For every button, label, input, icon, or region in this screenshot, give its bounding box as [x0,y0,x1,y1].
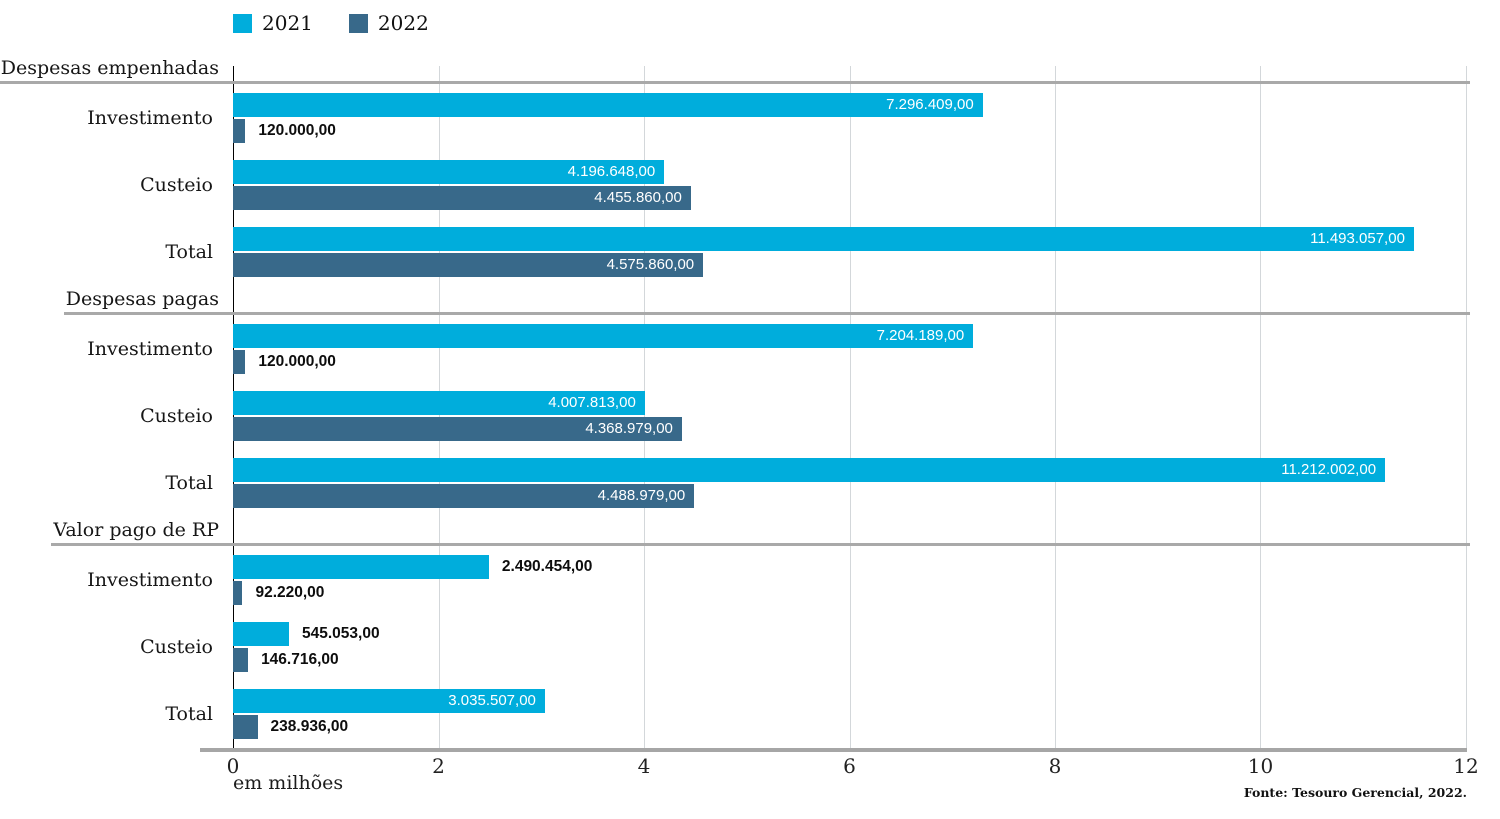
x-tick-label: 2 [432,754,445,778]
section-title: Despesas pagas [63,288,233,315]
bar-value-label: 4.575.860,00 [606,256,695,273]
x-tick-label: 10 [1247,754,1274,778]
bar-value-label: 545.053,00 [302,624,380,642]
bar-pair: 2.490.454,00 92.220,00 [233,546,1466,613]
bar-value-label: 2.490.454,00 [501,557,593,575]
bar-value-label: 11.212.002,00 [1281,461,1377,478]
bar-pair: 7.296.409,00 120.000,00 [233,84,1466,151]
bar-2021[interactable]: 4.196.648,00 [233,159,665,184]
bar-value-label: 146.716,00 [261,650,339,668]
category-label: Investimento [87,337,213,360]
legend-swatch-2021 [233,13,252,33]
row-rp-custeio: Custeio 545.053,00 146.716,00 [0,613,1470,680]
category-label: Custeio [140,635,213,658]
bar-value-label: 7.204.189,00 [876,327,965,344]
category-label: Custeio [140,173,213,196]
legend-label-2021: 2021 [262,11,313,35]
bar-pair: 4.007.813,00 4.368.979,00 [233,382,1466,449]
section-divider-line [233,543,1470,546]
bar-2021[interactable]: 3.035.507,00 [233,688,545,713]
gridline [1466,66,1467,748]
bar-pair: 3.035.507,00 238.936,00 [233,680,1466,747]
chart-body: Despesas empenhadas Investimento 7.296.4… [0,54,1470,747]
section-divider-line [233,312,1470,315]
bar-2022[interactable]: 4.488.979,00 [233,483,695,508]
legend-item-2021[interactable]: 2021 [233,11,313,35]
bar-pair: 545.053,00 146.716,00 [233,613,1466,680]
x-axis-unit-label: em milhões [233,772,344,794]
bar-2022[interactable]: 4.575.860,00 [233,252,704,277]
bar-2021[interactable]: 545.053,00 [233,621,380,646]
x-tick-label: 6 [843,754,856,778]
chart-legend: 2021 2022 [233,11,429,35]
bar-2022[interactable]: 238.936,00 [233,714,348,739]
section-divider-line [233,81,1470,84]
bar-value-label: 3.035.507,00 [448,692,536,709]
category-label: Custeio [140,404,213,427]
x-tick-label: 12 [1453,754,1479,778]
category-label: Investimento [87,106,213,129]
bar-2022[interactable]: 120.000,00 [233,118,336,143]
row-pagas-custeio: Custeio 4.007.813,00 4.368.979,00 [0,382,1470,449]
bar-value-label: 4.488.979,00 [597,487,686,504]
section-title: Valor pago de RP [51,519,233,546]
bar-value-label: 7.296.409,00 [886,96,974,113]
bar-value-label: 4.455.860,00 [594,189,682,206]
bar-2021[interactable]: 11.212.002,00 [233,457,1386,482]
bar-2021[interactable]: 2.490.454,00 [233,554,592,579]
source-note: Fonte: Tesouro Gerencial, 2022. [1243,785,1467,800]
section-label-column: Valor pago de RP [0,519,233,546]
x-axis-ticks: 0 2 4 6 8 10 12 [227,754,1479,780]
row-empenhadas-custeio: Custeio 4.196.648,00 4.455.860,00 [0,151,1470,218]
row-empenhadas-investimento: Investimento 7.296.409,00 120.000,00 [0,84,1470,151]
gridline [849,66,851,748]
row-pagas-investimento: Investimento 7.204.189,00 120.000,00 [0,315,1470,382]
bar-value-label: 120.000,00 [258,352,336,370]
row-empenhadas-total: Total 11.493.057,00 4.575.860,00 [0,218,1470,285]
category-label: Total [165,240,213,263]
gridline [1260,66,1262,748]
legend-swatch-2022 [348,13,368,33]
bar-value-label: 92.220,00 [255,583,325,601]
category-label: Total [165,702,213,725]
category-label: Investimento [87,568,213,591]
bar-value-label: 4.007.813,00 [548,394,636,411]
bar-2022[interactable]: 4.455.860,00 [233,185,691,210]
bar-pair: 11.212.002,00 4.488.979,00 [233,449,1466,516]
x-tick-label: 4 [637,754,651,778]
bar-value-label: 238.936,00 [270,717,349,735]
row-pagas-total: Total 11.212.002,00 4.488.979,00 [0,449,1470,516]
bar-value-label: 120.000,00 [258,121,336,139]
x-axis-line [200,748,1467,752]
section-header-despesas-empenhadas: Despesas empenhadas [0,54,1470,84]
gridline [1055,66,1056,748]
section-label-column: Despesas pagas [0,288,233,315]
bar-value-label: 4.196.648,00 [567,163,656,180]
section-header-valor-pago-rp: Valor pago de RP [0,516,1470,546]
section-header-despesas-pagas: Despesas pagas [0,285,1470,315]
bar-2021[interactable]: 4.007.813,00 [233,390,645,415]
bar-2021[interactable]: 11.493.057,00 [233,226,1414,251]
bar-value-label: 4.368.979,00 [585,420,673,437]
bar-2021[interactable]: 7.296.409,00 [233,92,983,117]
bar-2022[interactable]: 92.220,00 [233,580,324,605]
bar-pair: 7.204.189,00 120.000,00 [233,315,1466,382]
bar-2022[interactable]: 120.000,00 [233,349,336,374]
bar-2022[interactable]: 4.368.979,00 [233,416,682,441]
x-tick-label: 8 [1048,754,1062,778]
category-label: Total [165,471,213,494]
x-tick-label: 0 [226,754,240,778]
bar-value-label: 11.493.057,00 [1310,230,1405,247]
section-title: Despesas empenhadas [0,57,233,84]
bar-pair: 11.493.057,00 4.575.860,00 [233,218,1466,285]
legend-label-2022: 2022 [377,11,429,35]
section-label-column: Despesas empenhadas [0,57,233,84]
legend-item-2022[interactable]: 2022 [348,11,429,35]
bar-pair: 4.196.648,00 4.455.860,00 [233,151,1466,218]
row-rp-investimento: Investimento 2.490.454,00 92.220,00 [0,546,1470,613]
bar-2022[interactable]: 146.716,00 [233,647,339,672]
bar-2021[interactable]: 7.204.189,00 [233,323,974,348]
row-rp-total: Total 3.035.507,00 238.936,00 [0,680,1470,747]
